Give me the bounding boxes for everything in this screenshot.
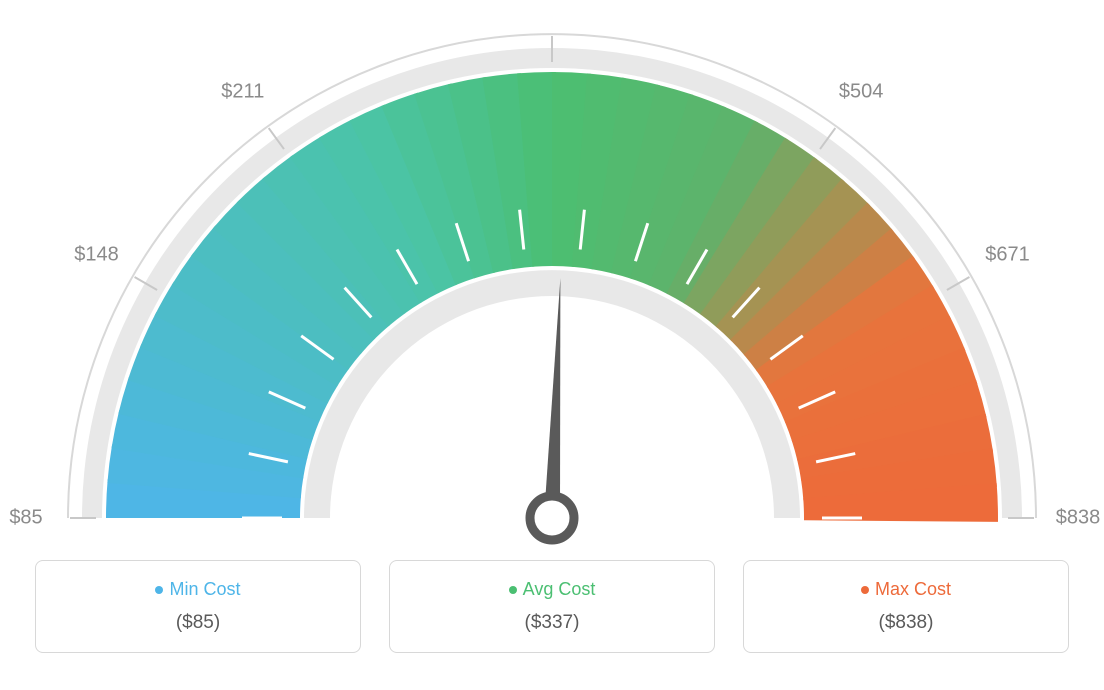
tick-label: $211 (221, 81, 264, 104)
legend-avg-title: Avg Cost (400, 579, 704, 600)
legend-area: Min Cost ($85) Avg Cost ($337) Max Cost … (0, 560, 1104, 653)
legend-min-dot (155, 586, 163, 594)
legend-avg: Avg Cost ($337) (389, 560, 715, 653)
legend-max-dot (861, 586, 869, 594)
legend-avg-label: Avg Cost (523, 579, 596, 599)
tick-label: $337 (530, 0, 575, 4)
legend-min-label: Min Cost (169, 579, 240, 599)
legend-avg-value: ($337) (400, 612, 704, 634)
legend-min-title: Min Cost (46, 579, 350, 600)
legend-min: Min Cost ($85) (35, 560, 361, 653)
tick-label: $504 (839, 81, 884, 104)
legend-max-label: Max Cost (875, 579, 951, 599)
legend-avg-dot (509, 586, 517, 594)
legend-max-title: Max Cost (754, 579, 1058, 600)
tick-label: $838 (1056, 507, 1101, 530)
legend-min-value: ($85) (46, 612, 350, 634)
legend-max: Max Cost ($838) (743, 560, 1069, 653)
chart-container: $85 $148 $211 $337 $504 $671 $838 Min Cost ($8… (0, 0, 1104, 690)
gauge-svg (0, 0, 1104, 560)
gauge-area: $85 $148 $211 $337 $504 $671 $838 (0, 0, 1104, 560)
tick-label: $85 (9, 507, 42, 530)
legend-max-value: ($838) (754, 612, 1058, 634)
tick-label: $148 (74, 244, 119, 267)
tick-label: $671 (985, 244, 1030, 267)
